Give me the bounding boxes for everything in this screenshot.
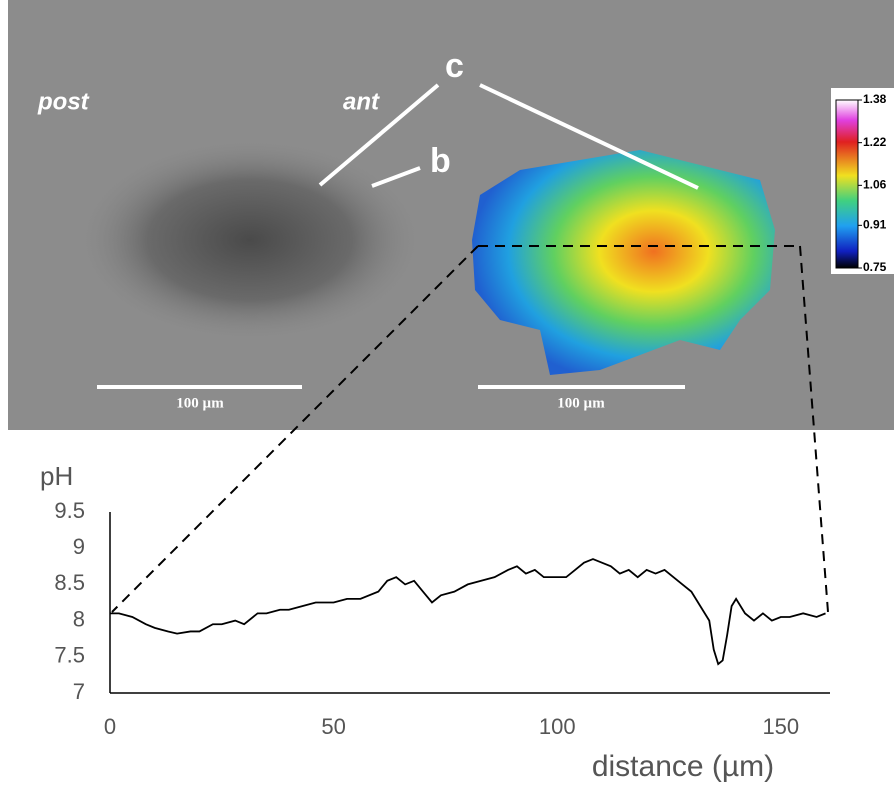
y-tick-label: 8: [73, 606, 85, 631]
ph-profile: [110, 559, 826, 664]
label-c: c: [445, 47, 464, 85]
colorbar-tick-label: 1.38: [863, 92, 887, 106]
x-tick-label: 150: [762, 714, 799, 739]
x-tick-label: 50: [321, 714, 345, 739]
page: post ant c b 100 µm 100 µm pH distance (…: [0, 0, 894, 790]
colorbar-tick-label: 1.22: [863, 135, 887, 149]
x-axis-label: distance (µm): [592, 750, 774, 783]
colorbar-tick-label: 0.75: [863, 260, 887, 274]
label-ant: ant: [343, 88, 380, 115]
y-tick-label: 7: [73, 679, 85, 704]
scale-label: 100 µm: [557, 395, 605, 411]
colorbar-tick-label: 1.06: [863, 178, 887, 192]
y-tick-label: 8.5: [54, 570, 85, 595]
x-tick-label: 100: [539, 714, 576, 739]
colorbar-tick-label: 0.91: [863, 218, 887, 232]
scale-label: 100 µm: [176, 395, 224, 411]
label-b: b: [430, 142, 451, 180]
label-post: post: [37, 88, 90, 115]
y-tick-label: 7.5: [54, 643, 85, 668]
y-tick-label: 9: [73, 534, 85, 559]
cell-cluster: [80, 140, 420, 340]
y-tick-label: 9.5: [54, 498, 85, 523]
figure: post ant c b 100 µm 100 µm pH distance (…: [0, 0, 894, 785]
colorbar: [836, 100, 858, 268]
x-tick-label: 0: [104, 714, 116, 739]
y-axis-label: pH: [40, 461, 73, 491]
